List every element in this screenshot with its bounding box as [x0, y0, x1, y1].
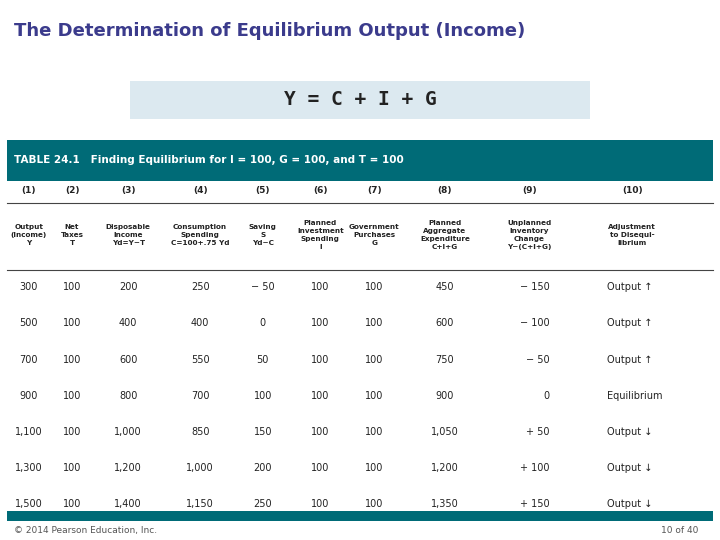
Text: (8): (8) [438, 186, 452, 194]
Text: 100: 100 [63, 319, 81, 328]
Text: 100: 100 [365, 427, 384, 437]
Text: 1,050: 1,050 [431, 427, 459, 437]
Text: Planned
Investment
Spending
I: Planned Investment Spending I [297, 220, 343, 249]
Text: 100: 100 [365, 319, 384, 328]
Text: 100: 100 [311, 463, 330, 473]
Text: 100: 100 [253, 391, 272, 401]
Text: 200: 200 [253, 463, 272, 473]
Text: 100: 100 [365, 500, 384, 509]
Text: Output ↓: Output ↓ [607, 463, 652, 473]
Text: 100: 100 [311, 427, 330, 437]
Text: 1,150: 1,150 [186, 500, 214, 509]
Text: − 50: − 50 [526, 355, 549, 365]
Text: Unplanned
Inventory
Change
Y−(C+I+G): Unplanned Inventory Change Y−(C+I+G) [507, 220, 552, 249]
Text: 500: 500 [19, 319, 38, 328]
Text: 750: 750 [436, 355, 454, 365]
Text: 100: 100 [365, 391, 384, 401]
Text: 100: 100 [311, 500, 330, 509]
FancyBboxPatch shape [7, 140, 713, 181]
Text: 100: 100 [63, 463, 81, 473]
Text: 1,000: 1,000 [186, 463, 214, 473]
Text: 0: 0 [543, 391, 549, 401]
Text: 1,300: 1,300 [15, 463, 42, 473]
Text: © 2014 Pearson Education, Inc.: © 2014 Pearson Education, Inc. [14, 526, 158, 535]
Text: 900: 900 [436, 391, 454, 401]
Text: 100: 100 [63, 427, 81, 437]
Text: Output ↑: Output ↑ [607, 319, 652, 328]
Text: 1,500: 1,500 [15, 500, 42, 509]
Text: Y = C + I + G: Y = C + I + G [284, 90, 436, 110]
Text: 1,350: 1,350 [431, 500, 459, 509]
Text: 700: 700 [19, 355, 38, 365]
Text: (7): (7) [367, 186, 382, 194]
Text: 100: 100 [365, 463, 384, 473]
Text: − 100: − 100 [520, 319, 549, 328]
Text: − 50: − 50 [251, 282, 274, 292]
Text: + 150: + 150 [520, 500, 549, 509]
Text: + 50: + 50 [526, 427, 549, 437]
Text: 800: 800 [119, 391, 138, 401]
Text: 100: 100 [311, 391, 330, 401]
Text: 0: 0 [260, 319, 266, 328]
Text: The Determination of Equilibrium Output (Income): The Determination of Equilibrium Output … [14, 22, 526, 39]
Text: (6): (6) [313, 186, 328, 194]
Text: (2): (2) [65, 186, 79, 194]
Text: 100: 100 [311, 319, 330, 328]
Text: Disposable
Income
Yd=Y−T: Disposable Income Yd=Y−T [106, 224, 150, 246]
Text: 10 of 40: 10 of 40 [661, 526, 698, 535]
Text: (1): (1) [22, 186, 36, 194]
Text: 250: 250 [191, 282, 210, 292]
Text: 50: 50 [256, 355, 269, 365]
Text: − 150: − 150 [520, 282, 549, 292]
Text: 1,200: 1,200 [431, 463, 459, 473]
Text: Adjustment
to Disequi-
librium: Adjustment to Disequi- librium [608, 224, 656, 246]
Text: 600: 600 [436, 319, 454, 328]
Text: Output
(Income)
Y: Output (Income) Y [11, 224, 47, 246]
Text: Output ↑: Output ↑ [607, 282, 652, 292]
Text: Output ↓: Output ↓ [607, 427, 652, 437]
Text: 100: 100 [63, 391, 81, 401]
Text: TABLE 24.1   Finding Equilibrium for I = 100, G = 100, and T = 100: TABLE 24.1 Finding Equilibrium for I = 1… [14, 156, 404, 165]
Text: 250: 250 [253, 500, 272, 509]
Text: 1,100: 1,100 [15, 427, 42, 437]
Text: (9): (9) [522, 186, 536, 194]
FancyBboxPatch shape [7, 511, 713, 521]
Text: 1,400: 1,400 [114, 500, 142, 509]
Text: 100: 100 [365, 282, 384, 292]
Text: (10): (10) [622, 186, 642, 194]
Text: 200: 200 [119, 282, 138, 292]
Text: Output ↑: Output ↑ [607, 355, 652, 365]
Text: Government
Purchases
G: Government Purchases G [349, 224, 400, 246]
Text: 900: 900 [19, 391, 38, 401]
Text: 100: 100 [63, 355, 81, 365]
Text: 1,000: 1,000 [114, 427, 142, 437]
Text: 600: 600 [119, 355, 138, 365]
Text: (4): (4) [193, 186, 207, 194]
Text: 550: 550 [191, 355, 210, 365]
Text: 400: 400 [191, 319, 210, 328]
Text: 850: 850 [191, 427, 210, 437]
Text: 150: 150 [253, 427, 272, 437]
Text: 100: 100 [311, 355, 330, 365]
Text: 400: 400 [119, 319, 138, 328]
Text: Net
Taxes
T: Net Taxes T [60, 224, 84, 246]
Text: 100: 100 [63, 282, 81, 292]
FancyBboxPatch shape [130, 81, 590, 119]
Text: 1,200: 1,200 [114, 463, 142, 473]
Text: Saving
S
Yd−C: Saving S Yd−C [249, 224, 276, 246]
Text: Consumption
Spending
C=100+.75 Yd: Consumption Spending C=100+.75 Yd [171, 224, 230, 246]
Text: Planned
Aggregate
Expenditure
C+I+G: Planned Aggregate Expenditure C+I+G [420, 220, 470, 249]
Text: (3): (3) [121, 186, 135, 194]
Text: (5): (5) [256, 186, 270, 194]
Text: 450: 450 [436, 282, 454, 292]
Text: 100: 100 [63, 500, 81, 509]
Text: 100: 100 [311, 282, 330, 292]
Text: 700: 700 [191, 391, 210, 401]
Text: 100: 100 [365, 355, 384, 365]
Text: Equilibrium: Equilibrium [607, 391, 662, 401]
Text: + 100: + 100 [520, 463, 549, 473]
Text: 300: 300 [19, 282, 38, 292]
Text: Output ↓: Output ↓ [607, 500, 652, 509]
